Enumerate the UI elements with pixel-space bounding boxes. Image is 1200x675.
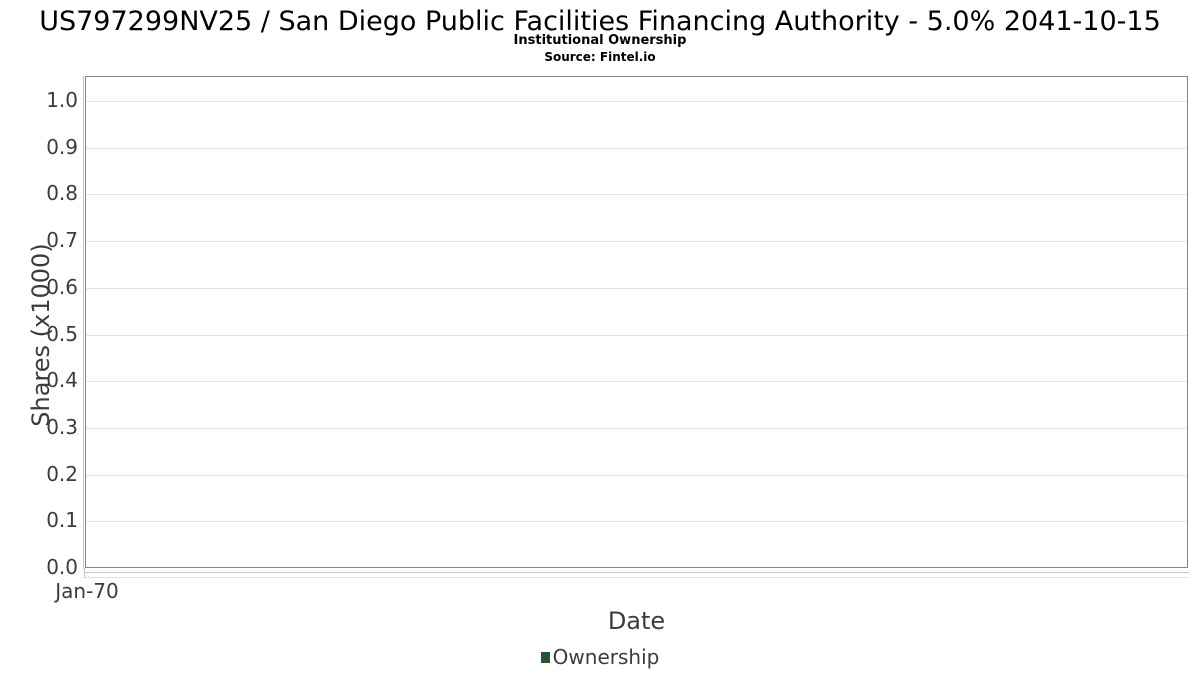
y-tick-label: 0.3 — [46, 414, 78, 439]
gridline — [86, 287, 1187, 289]
y-tick-label: 0.5 — [46, 321, 78, 346]
x-axis-title: Date — [607, 607, 666, 635]
ownership-series-line — [86, 77, 1187, 567]
legend-marker-ownership — [540, 651, 550, 663]
y-tick-label: 0.8 — [46, 181, 78, 206]
legend-label-ownership: Ownership — [552, 645, 660, 669]
y-axis-line — [83, 76, 84, 569]
chart-title: US797299NV25 / San Diego Public Faciliti… — [39, 6, 1161, 37]
gridline — [86, 381, 1187, 383]
y-tick-label: 0.4 — [46, 368, 78, 393]
y-tick-label: 0.2 — [46, 461, 78, 486]
gridline — [86, 147, 1187, 149]
legend: Ownership — [0, 645, 1200, 669]
plot-area — [85, 76, 1188, 568]
y-tick-label: 0.0 — [46, 555, 78, 579]
gridline — [86, 241, 1187, 243]
y-tick-label: 0.7 — [46, 228, 78, 253]
gridline — [86, 521, 1187, 523]
gridline — [86, 427, 1187, 429]
y-tick-label: 0.9 — [46, 134, 78, 159]
gridline — [86, 334, 1187, 336]
source-note: Source: Fintel.io — [544, 50, 656, 64]
x-tick-mark — [84, 568, 85, 578]
chart-subtitle: Institutional Ownership — [513, 33, 687, 48]
gridline — [86, 194, 1187, 196]
x-axis-line-secondary — [85, 577, 1189, 578]
x-axis-line — [85, 572, 1189, 573]
x-tick-label: Jan-70 — [55, 579, 119, 603]
y-tick-label: 1.0 — [46, 88, 78, 112]
y-tick-label: 0.1 — [46, 508, 78, 533]
gridline — [86, 474, 1187, 476]
y-tick-label: 0.6 — [46, 274, 78, 299]
gridline — [86, 101, 1187, 102]
